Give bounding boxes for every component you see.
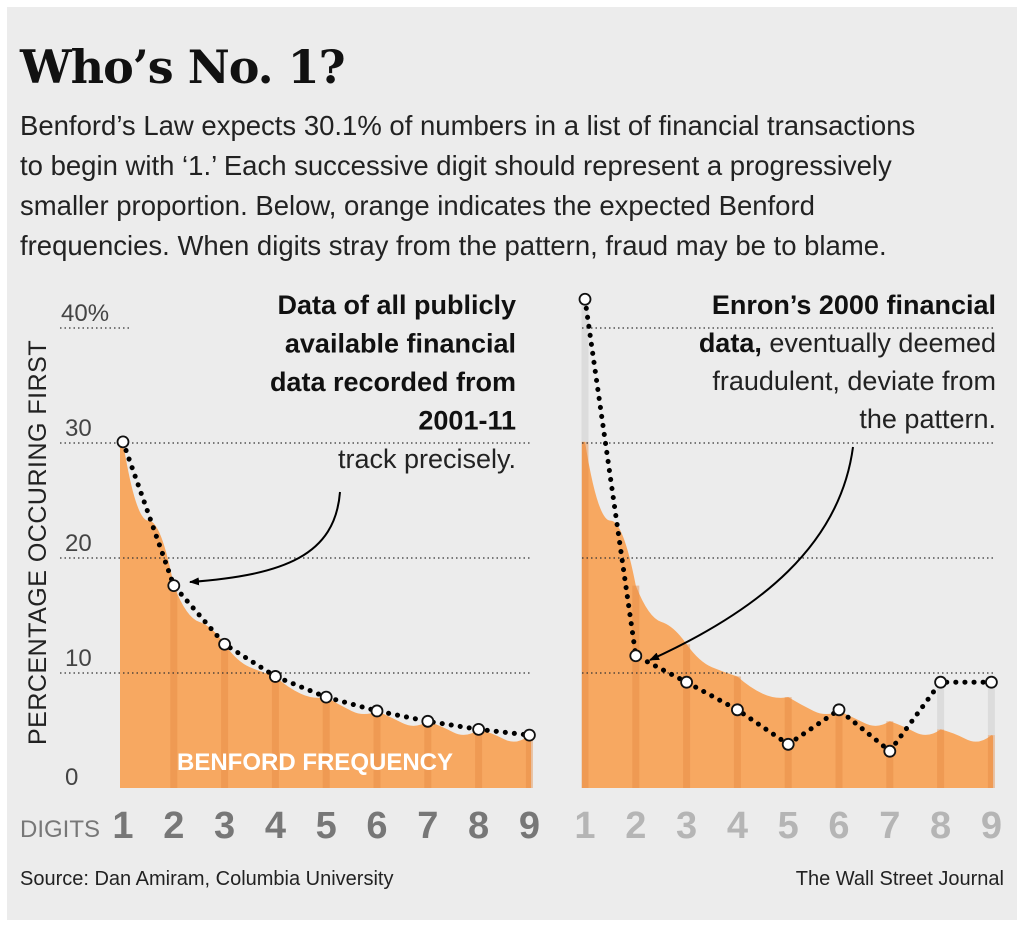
- digit-stripe: [271, 676, 279, 788]
- x-tick-label: 4: [265, 805, 286, 847]
- data-point: [629, 649, 643, 663]
- y-axis-label: PERCENTAGE OCCURING FIRST: [24, 340, 52, 745]
- y-tick-label: 40%: [61, 300, 109, 327]
- x-tick-label: 9: [981, 805, 1002, 847]
- digit-stripe: [987, 735, 995, 788]
- x-axis-label: DIGITS: [20, 816, 100, 843]
- data-point: [523, 728, 536, 742]
- digit-stripe: [221, 644, 229, 788]
- digit-stripe: [632, 585, 640, 788]
- data-point: [167, 579, 181, 592]
- x-tick-label: 6: [366, 805, 387, 847]
- x-tick-label: 4: [727, 805, 748, 847]
- digit-stripe: [733, 676, 741, 788]
- digit-stripe: [170, 585, 178, 788]
- y-tick-label: 10: [65, 645, 92, 672]
- data-point: [116, 435, 130, 449]
- annotation-line: the pattern.: [859, 404, 996, 434]
- benford-frequency-label: BENFORD FREQUENCY: [177, 749, 453, 776]
- x-tick-label: 2: [625, 805, 646, 847]
- annotation-line: data recorded from: [270, 367, 516, 397]
- annotation-line: fraudulent, deviate from: [712, 366, 996, 396]
- x-tick-label: 1: [112, 805, 133, 847]
- deviation-stripe: [987, 682, 995, 736]
- annotation-arrow: [189, 491, 341, 586]
- deviation-stripe: [937, 682, 945, 730]
- annotation-fragment: eventually deemed: [762, 328, 996, 358]
- x-tick-label: 8: [930, 805, 951, 847]
- benford-area: [120, 441, 531, 788]
- data-point: [472, 722, 486, 736]
- annotation-line: track precisely.: [338, 444, 516, 474]
- x-tick-label: 5: [316, 805, 337, 847]
- source-note: Source: Dan Amiram, Columbia University: [20, 868, 394, 890]
- data-point: [832, 703, 846, 717]
- deviation-stripe: [581, 299, 589, 442]
- intro-line: frequencies. When digits stray from the …: [20, 230, 887, 261]
- chart-enron-2000: 1 2 3 4 5 6 7 8 9 Enron’s 2000 financial data, eve…: [574, 290, 1002, 847]
- graphic-title: Who’s No. 1?: [20, 40, 346, 94]
- digit-stripe: [937, 729, 945, 788]
- data-point: [319, 690, 333, 704]
- y-tick-label: 20: [65, 530, 92, 557]
- digit-stripe: [581, 441, 589, 788]
- x-tick-label: 3: [214, 805, 235, 847]
- benford-area: [582, 441, 993, 788]
- intro-text: Benford’s Law expects 30.1% of numbers i…: [20, 106, 1010, 266]
- x-tick-label: 8: [468, 805, 489, 847]
- annotation-line: data, eventually deemed: [699, 328, 996, 358]
- digit-stripe: [525, 735, 533, 788]
- data-point: [218, 637, 232, 651]
- x-tick-label: 6: [828, 805, 849, 847]
- annotation-arrow: [649, 446, 854, 661]
- x-tick-label: 5: [778, 805, 799, 847]
- digit-stripe: [322, 697, 330, 788]
- digit-stripe: [683, 644, 691, 788]
- y-tick-label: 0: [65, 764, 78, 791]
- data-point: [781, 737, 795, 751]
- x-tick-label: 7: [879, 805, 900, 847]
- chart-all-public-data: 1 2 3 4 5 6 7 8 9 0 10 20 30 40% PERCENTAGE OCCURING F…: [20, 290, 540, 847]
- data-point: [985, 675, 998, 689]
- publication-credit: The Wall Street Journal: [795, 868, 1004, 890]
- annotation-line: Enron’s 2000 financial: [712, 290, 996, 320]
- data-point: [680, 675, 693, 689]
- intro-line: smaller proportion. Below, orange indica…: [20, 190, 815, 221]
- digit-stripe: [373, 710, 381, 788]
- annotation-line: available financial: [285, 329, 516, 359]
- data-point: [421, 714, 435, 728]
- y-tick-label: 30: [65, 415, 92, 442]
- annotation-line: 2001-11: [418, 406, 516, 436]
- digit-stripe: [835, 710, 843, 788]
- x-tick-label: 9: [519, 805, 540, 847]
- data-point: [883, 744, 897, 758]
- annotation-line: Data of all publicly: [277, 290, 516, 320]
- data-point: [268, 670, 282, 683]
- data-point: [578, 292, 592, 306]
- intro-line: Benford’s Law expects 30.1% of numbers i…: [20, 110, 916, 141]
- digit-stripe: [424, 721, 432, 788]
- intro-line: to begin with ‘1.’ Each successive digit…: [20, 150, 892, 181]
- x-tick-label: 3: [676, 805, 697, 847]
- x-tick-label: 7: [417, 805, 438, 847]
- data-point: [731, 703, 744, 717]
- x-tick-label: 1: [574, 805, 595, 847]
- data-point: [934, 675, 947, 689]
- digit-stripe: [475, 729, 483, 788]
- x-tick-label: 2: [163, 805, 184, 847]
- annotation-bold-fragment: data,: [699, 328, 762, 358]
- data-point: [370, 704, 384, 718]
